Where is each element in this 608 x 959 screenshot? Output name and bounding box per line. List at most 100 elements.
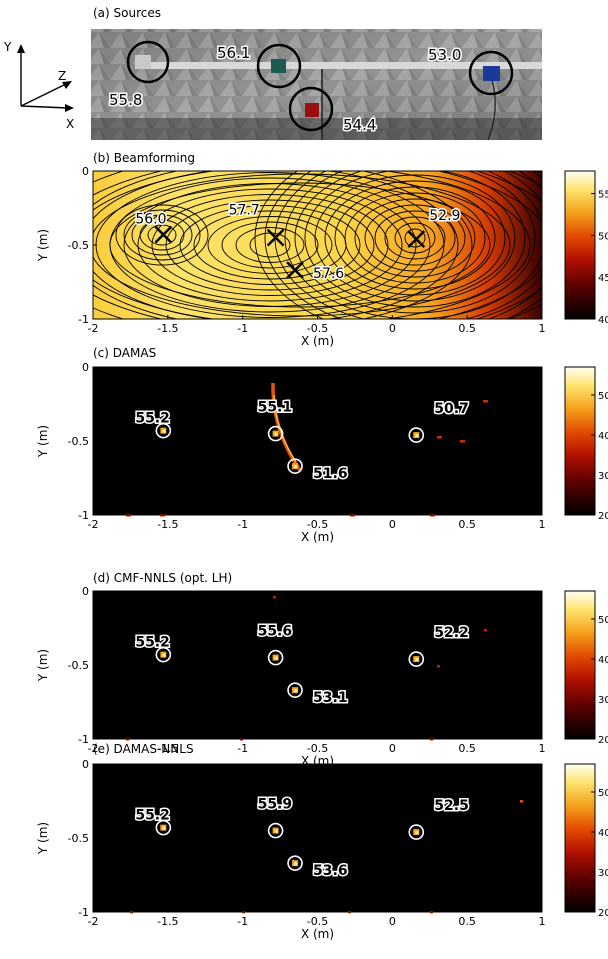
x-tick-label: 0 [389,915,396,928]
source-circle-2 [256,43,302,89]
source-level-label: 51.6 [313,466,348,482]
y-axis-label: Y (m) [36,822,50,855]
panel-d-title: (d) CMF-NNLS (opt. LH) [93,571,232,585]
panel-e-markers: 55.2 55.9 53.6 52.5 [134,795,470,881]
y-axis-label: Y (m) [36,229,50,262]
contour-line [284,171,542,319]
source-marker-cross [154,225,173,244]
panel-beamforming: (b) Beamforming -2 -1.5 -1 -0.5 0 0.5 1 0 -0.5 -1… [36,151,608,348]
panel-b-title: (b) Beamforming [93,151,195,165]
x-tick-label: -2 [88,915,99,928]
colorbar-tick-label: 30 [598,695,608,706]
contour-line [394,222,436,254]
colorbar-tick-label: 20 [598,908,608,919]
y-axis-label: Y (m) [36,425,50,458]
colorbar-tick-label: 50 [598,391,608,402]
x-tick-label: 0.5 [458,322,476,335]
y-tick-label: -1 [78,509,89,522]
source-label-3: 54.4 [343,116,376,134]
x-tick-label: -1.5 [157,518,178,531]
x-tick-label: -1 [237,915,248,928]
mounting-rail [140,62,542,69]
x-tick-label: 1 [539,915,546,928]
contour-line [115,204,209,266]
panel-c-title: (c) DAMAS [93,346,156,360]
contour-line [344,192,486,284]
x-tick-label: -1 [237,742,248,755]
source-circle-3 [288,86,334,132]
damas-speckle [437,436,442,439]
x-tick-label: -1 [237,322,248,335]
source-hotspot-core [274,656,278,660]
colorbar-tick-label: 20 [598,735,608,746]
source-level-label: 55.2 [135,635,170,651]
source-marker-cross [266,228,285,247]
contour-line [93,171,531,319]
colorbar-tick-label: 30 [598,471,608,482]
contour-line [179,205,361,285]
cmf-speckle [273,596,276,599]
x-tick-label: -1.5 [157,742,178,755]
source-circle-1 [126,40,170,84]
x-tick-label: 0 [389,518,396,531]
source-level-label: 57.6 [313,266,344,282]
source-hotspot-core [162,826,166,830]
contour-line [109,182,491,308]
source-marker-circle [267,425,284,442]
source-level-label: 52.5 [434,798,469,814]
y-tick-label: -0.5 [68,832,89,845]
source-circle-4 [468,50,514,96]
source-marker-cross [407,230,426,248]
x-tick-label: -2 [88,518,99,531]
contour-line [404,228,426,248]
source-marker-circle [155,646,172,663]
contour-line [207,216,333,274]
panel-e-title: (e) DAMAS-NNLS [93,742,194,756]
source-level-label: 55.1 [258,400,293,416]
colorbar-tick-label: 20 [598,511,608,522]
source-label-2: 56.1 [217,44,250,62]
source-level-label: 50.7 [434,401,469,417]
source-level-label: 53.1 [313,690,348,706]
damas-speckle [483,400,488,403]
contour-line [334,186,496,290]
y-axis-label: Y (m) [36,649,50,682]
contour-line [384,216,446,260]
source-marker-circle [155,819,172,836]
y-tick-label: -1 [78,733,89,746]
source-hotspot-core [415,658,419,662]
contour-line [314,174,516,302]
source-level-label: 52.2 [434,625,469,641]
y-axis-letter: Y [3,40,12,54]
damas-nnls-map [93,764,542,912]
contour-line [151,194,389,296]
x-tick-label: -2 [88,322,99,335]
contour-line [123,209,201,261]
contour-line [324,180,506,296]
source-level-label: 52.9 [429,208,460,224]
colorbar-tick-label: 40 [598,431,608,442]
source-marker-circle [267,822,284,839]
x-axis-label: X (m) [301,530,334,544]
y-tick-label: -1 [78,313,89,326]
speaker-1 [135,55,151,69]
source-hotspot-core [274,432,278,436]
contour-line [137,188,403,302]
source-marker-cross [286,261,304,280]
source-hotspot-core [415,434,419,438]
source-level-label: 56.0 [135,212,166,228]
colorbar-tick-label: 30 [598,868,608,879]
y-tick-label: -0.5 [68,239,89,252]
photo-panel-title: (a) Sources [93,6,161,20]
panel-damas: (c) DAMAS -2 -1.5 -1 -0.5 0 0.5 1 0 -0.5 -1 X (m) Y… [36,346,608,544]
z-axis-letter: Z [58,69,66,83]
x-tick-label: 0 [389,322,396,335]
source-marker-circle [408,824,425,840]
speaker-3 [305,103,319,117]
x-axis-arrow [20,105,69,109]
y-axis-arrowhead [17,44,25,53]
source-hotspot-core [162,429,166,433]
cmf-speckle [484,629,487,632]
y-tick-label: -0.5 [68,435,89,448]
x-tick-label: -1 [237,518,248,531]
